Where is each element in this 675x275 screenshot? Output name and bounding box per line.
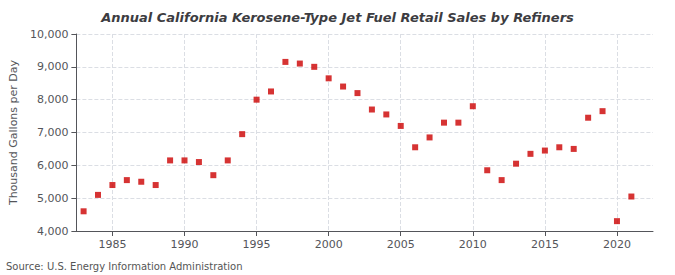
svg-text:2015: 2015: [531, 238, 559, 251]
svg-text:1985: 1985: [98, 238, 126, 251]
svg-text:7,000: 7,000: [37, 126, 69, 139]
svg-text:5,000: 5,000: [37, 192, 69, 205]
svg-text:Source: U.S. Energy Informatio: Source: U.S. Energy Information Administ…: [6, 261, 243, 272]
svg-text:Annual California Kerosene-Typ: Annual California Kerosene-Type Jet Fuel…: [100, 10, 574, 25]
svg-text:2020: 2020: [603, 238, 631, 251]
svg-text:2005: 2005: [387, 238, 415, 251]
svg-text:10,000: 10,000: [30, 28, 69, 41]
svg-text:2000: 2000: [315, 238, 343, 251]
svg-text:9,000: 9,000: [37, 60, 69, 73]
svg-text:4,000: 4,000: [37, 225, 69, 238]
svg-text:8,000: 8,000: [37, 93, 69, 106]
svg-text:1990: 1990: [171, 238, 199, 251]
svg-text:Thousand Gallons per Day: Thousand Gallons per Day: [7, 59, 20, 206]
svg-text:1995: 1995: [243, 238, 271, 251]
svg-text:2010: 2010: [459, 238, 487, 251]
svg-text:6,000: 6,000: [37, 159, 69, 172]
